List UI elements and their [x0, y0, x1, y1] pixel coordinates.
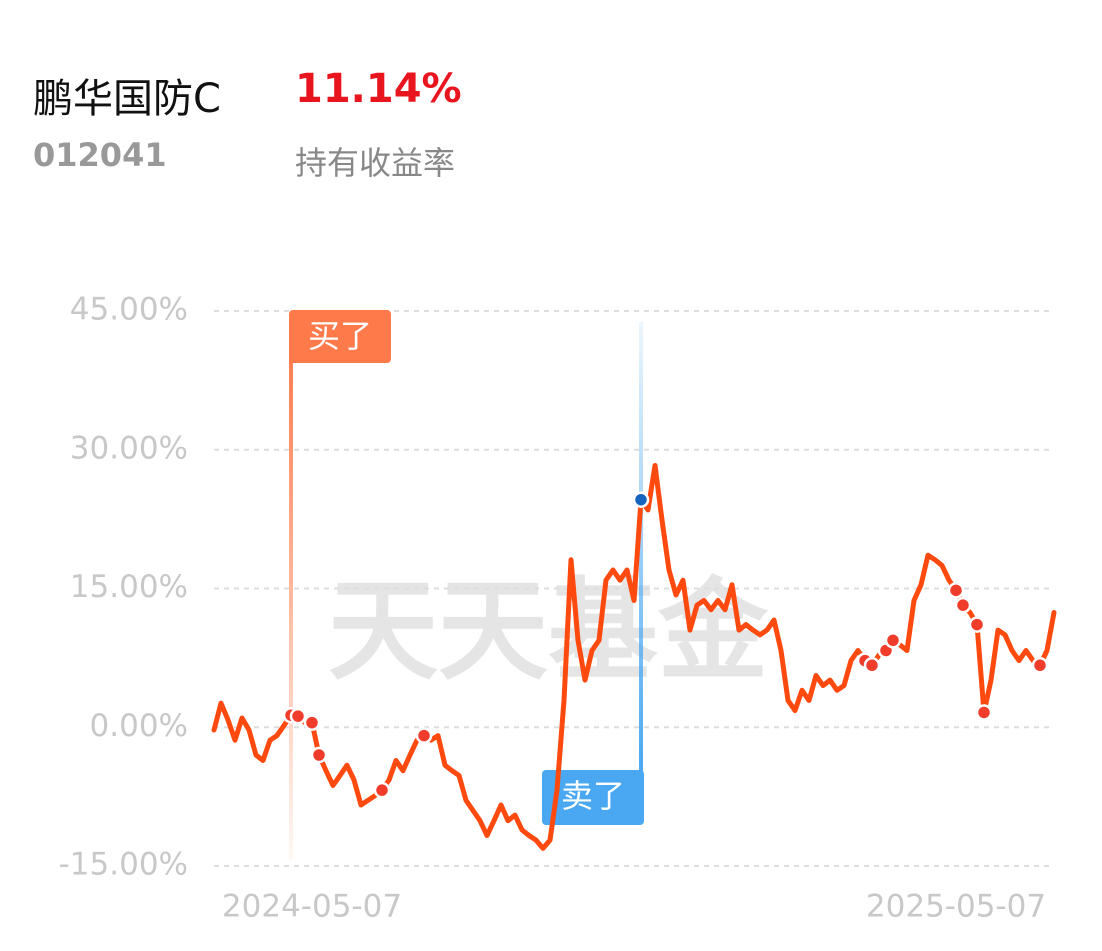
fund-code: 012041 [33, 136, 167, 174]
annotation-label: 买了 [308, 317, 372, 355]
trade-dot [863, 657, 881, 674]
trade-dot [415, 727, 433, 744]
trade-dot [1031, 657, 1049, 674]
fund-name: 鹏华国防C [33, 76, 221, 122]
trade-dot [954, 596, 972, 614]
x-tick-label: 2025-05-07 [866, 889, 1046, 925]
trade-dot [373, 781, 391, 799]
annotation: 买了 [289, 310, 391, 860]
annotation-label: 卖了 [561, 777, 625, 815]
trade-dot [947, 582, 965, 599]
trade-dot [884, 632, 902, 649]
y-tick-label: 15.00% [70, 569, 188, 605]
annotation: 卖了 [542, 322, 644, 825]
annotation-line [639, 322, 643, 772]
annotation-box [542, 770, 644, 825]
trade-dot [968, 616, 986, 633]
annotation-line [289, 340, 293, 860]
y-tick-label: 0.00% [90, 708, 188, 744]
y-tick-label: 45.00% [70, 292, 188, 328]
trade-dot [310, 746, 328, 764]
trade-dot [289, 707, 307, 725]
annotation-box [289, 310, 391, 363]
return-value: 11.14% [295, 66, 462, 112]
return-label: 持有收益率 [295, 144, 456, 182]
sell-dot [632, 491, 650, 508]
watermark: 天天基金 [328, 566, 769, 695]
x-tick-label: 2024-05-07 [222, 889, 402, 925]
line [211, 463, 1057, 851]
y-tick-label: 30.00% [70, 430, 188, 466]
trade-dot [975, 704, 993, 721]
trade-dot [303, 714, 321, 731]
y-tick-label: -15.00% [59, 847, 188, 883]
